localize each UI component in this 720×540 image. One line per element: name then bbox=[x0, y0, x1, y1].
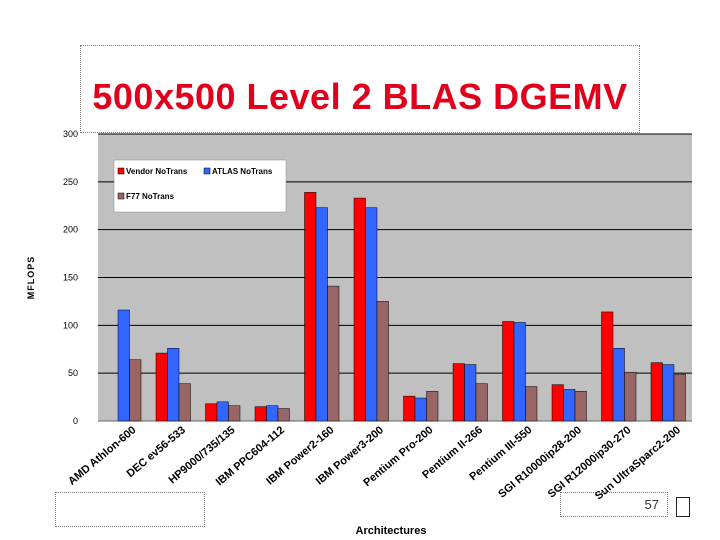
bar bbox=[327, 285, 340, 422]
bar bbox=[315, 207, 328, 422]
y-tick-label: 150 bbox=[63, 273, 78, 283]
bar bbox=[155, 352, 168, 422]
bar bbox=[216, 401, 229, 422]
title-placeholder-box: 500x500 Level 2 BLAS DGEMV bbox=[80, 45, 640, 133]
legend-box bbox=[113, 159, 287, 213]
bar bbox=[365, 207, 378, 422]
bar bbox=[376, 301, 389, 422]
y-tick-label: 50 bbox=[68, 368, 78, 378]
bar bbox=[266, 405, 279, 422]
bar bbox=[426, 391, 439, 422]
bar bbox=[475, 383, 488, 422]
y-tick-label: 250 bbox=[63, 177, 78, 187]
bar bbox=[624, 371, 637, 422]
page-number: 57 bbox=[644, 497, 659, 512]
bar bbox=[574, 391, 587, 422]
legend-label: Vendor NoTrans bbox=[126, 167, 188, 176]
bar bbox=[662, 364, 675, 422]
x-tick-label: SGI R10000ip28-200 bbox=[496, 424, 584, 500]
footer-placeholder-box bbox=[55, 492, 205, 527]
bar bbox=[513, 322, 526, 422]
bar bbox=[525, 386, 538, 422]
legend-label: F77 NoTrans bbox=[126, 192, 175, 201]
y-tick-label: 200 bbox=[63, 225, 78, 235]
bar bbox=[304, 192, 317, 422]
bar bbox=[167, 348, 180, 422]
y-tick-label: 100 bbox=[63, 320, 78, 330]
bar bbox=[502, 321, 515, 422]
bar bbox=[650, 362, 663, 422]
slide-title: 500x500 Level 2 BLAS DGEMV bbox=[92, 76, 628, 117]
bar bbox=[205, 403, 218, 422]
y-tick-label: 0 bbox=[73, 416, 78, 426]
x-axis-title: Architectures bbox=[356, 525, 427, 537]
x-tick-label: AMD Athlon-600 bbox=[66, 424, 138, 488]
y-tick-label: 300 bbox=[63, 129, 78, 139]
legend-swatch bbox=[203, 167, 211, 175]
bar bbox=[612, 348, 625, 422]
bar bbox=[129, 359, 142, 422]
bar bbox=[228, 405, 241, 422]
bar bbox=[353, 197, 366, 422]
bar bbox=[601, 311, 614, 422]
x-tick-label: Sun UltraSparc2-200 bbox=[593, 424, 683, 502]
bar bbox=[403, 395, 416, 422]
legend-swatch bbox=[117, 192, 125, 200]
bar bbox=[464, 364, 477, 422]
x-tick-label: SGI R12000ip30-270 bbox=[546, 424, 634, 500]
bar bbox=[551, 384, 564, 422]
bar bbox=[414, 397, 427, 422]
y-axis-title: MFLOPS bbox=[26, 256, 36, 300]
legend-swatch bbox=[117, 167, 125, 175]
bar bbox=[563, 389, 576, 422]
bar bbox=[117, 309, 130, 422]
bar bbox=[178, 383, 191, 422]
bar bbox=[673, 373, 686, 422]
bar bbox=[277, 408, 290, 422]
slide-nav-icon[interactable] bbox=[676, 497, 690, 517]
page-number-box: 57 bbox=[560, 492, 668, 517]
bar bbox=[452, 363, 465, 422]
bar bbox=[254, 406, 267, 422]
legend-label: ATLAS NoTrans bbox=[212, 167, 273, 176]
